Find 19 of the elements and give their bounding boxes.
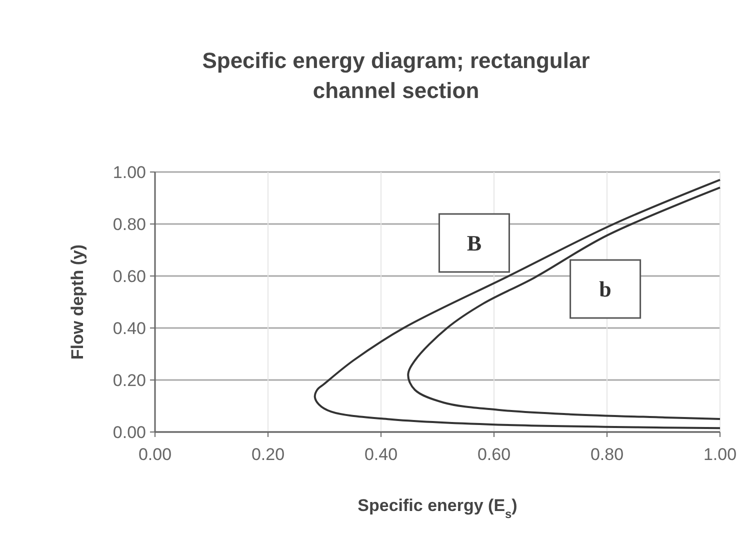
series-label: b [599,276,612,302]
y-tick-label: 0.00 [112,422,146,442]
x-tick-label: 0.60 [477,445,511,464]
x-axis-title: Specific energy (E$_{s}$) [358,496,518,521]
chart-title: Specific energy diagram; rectangular channel section [202,48,590,103]
y-tick-label: 0.40 [112,318,146,338]
y-tick-label: 1.00 [112,162,146,182]
y-tick-label: 0.80 [112,214,146,234]
line-series [314,178,721,430]
x-tick-label: 0.00 [138,445,172,464]
line-series [407,186,721,420]
x-tick-label: 1.00 [703,445,737,464]
x-tick-label: 0.20 [251,445,285,464]
x-tick-label: 0.40 [364,445,398,464]
y-axis-title: Flow depth (y) [68,244,87,360]
y-tick-label: 0.20 [112,370,146,390]
y-tick-label: 0.60 [112,266,146,286]
x-tick-label: 0.80 [590,445,624,464]
series-label: B [466,230,482,256]
